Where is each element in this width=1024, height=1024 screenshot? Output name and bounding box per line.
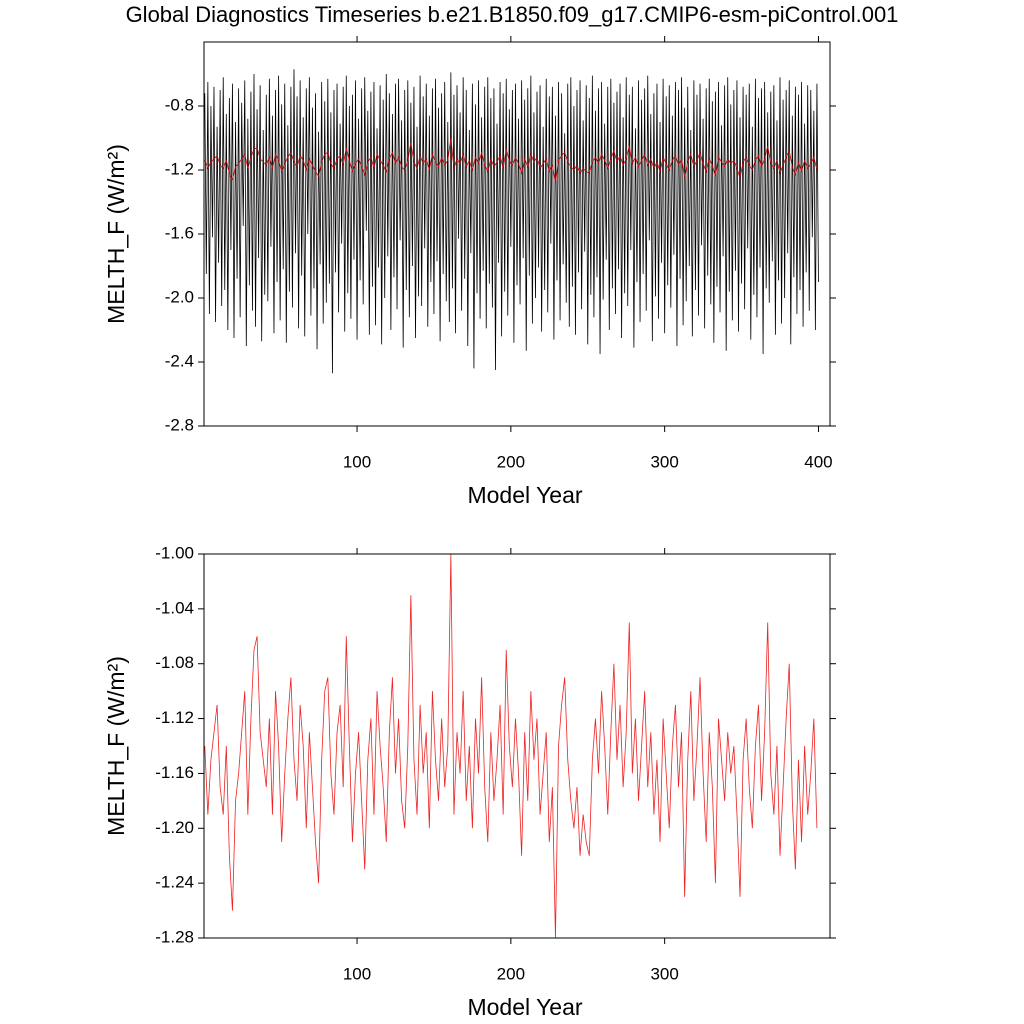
y-tick-label: -1.28	[155, 927, 194, 946]
y-tick-label: -0.8	[165, 95, 194, 114]
plot-frame	[203, 553, 831, 939]
y-tick-label: -1.12	[155, 708, 194, 727]
y-tick-label: -1.00	[155, 543, 194, 562]
series-line	[204, 137, 818, 183]
x-tick-label: 200	[497, 964, 525, 983]
x-axis-label: Model Year	[467, 482, 582, 508]
y-tick-label: -1.6	[165, 223, 194, 242]
y-tick-label: -1.24	[155, 873, 194, 892]
x-tick-label: 400	[804, 452, 832, 471]
x-axis-label: Model Year	[467, 994, 582, 1020]
y-tick-label: -1.16	[155, 763, 194, 782]
x-tick-label: 300	[650, 452, 678, 471]
y-tick-label: -1.20	[155, 818, 194, 837]
series-line	[204, 554, 818, 938]
series-line	[204, 69, 819, 374]
x-tick-label: 100	[343, 452, 371, 471]
x-tick-label: 100	[343, 964, 371, 983]
y-axis-label: MELTH_F (W/m²)	[103, 144, 129, 324]
y-axis-label: MELTH_F (W/m²)	[103, 656, 129, 836]
y-tick-label: -2.8	[165, 415, 194, 434]
y-tick-label: -2.0	[165, 287, 194, 306]
figure-title: Global Diagnostics Timeseries b.e21.B185…	[126, 2, 899, 27]
y-tick-label: -1.08	[155, 653, 194, 672]
x-tick-label: 300	[650, 964, 678, 983]
y-tick-label: -1.2	[165, 159, 194, 178]
y-tick-label: -2.4	[165, 351, 194, 370]
y-tick-label: -1.04	[155, 598, 194, 617]
x-tick-label: 200	[497, 452, 525, 471]
